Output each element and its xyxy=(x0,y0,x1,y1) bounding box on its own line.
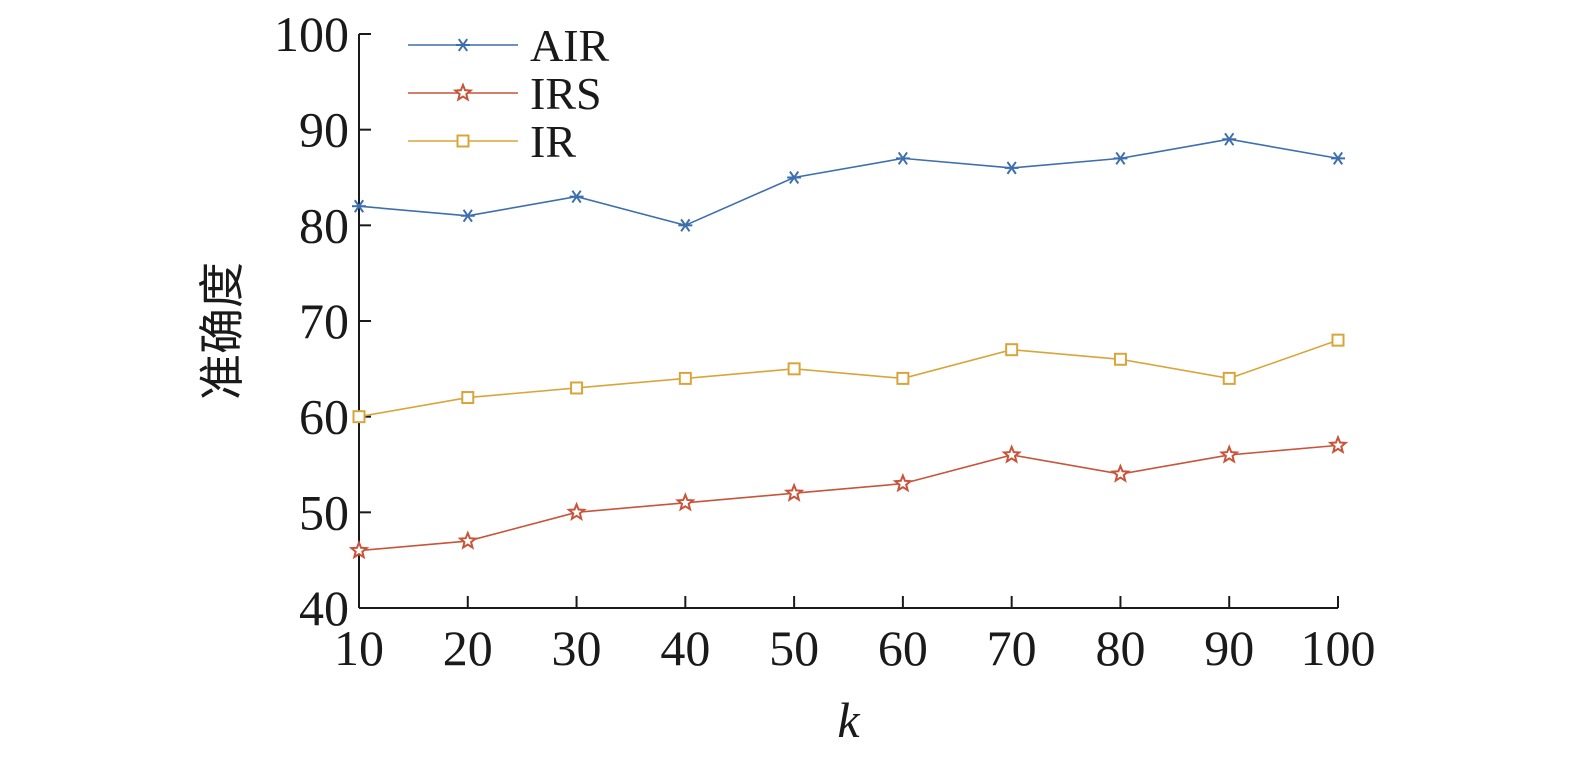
data-point-irs xyxy=(348,539,370,560)
data-point-irs xyxy=(1001,444,1022,464)
data-point-ir xyxy=(1005,343,1019,357)
data-point-irs xyxy=(1219,444,1240,464)
x-tick-label: 60 xyxy=(878,620,928,676)
data-point-air xyxy=(1331,151,1345,165)
data-point-irs xyxy=(1327,434,1349,455)
series-line-irs xyxy=(358,444,1339,552)
data-point-air xyxy=(1222,132,1237,146)
legend-item-irs: IRS xyxy=(408,68,602,119)
series-air xyxy=(352,132,1345,232)
legend-marker xyxy=(456,134,470,148)
x-axis-title: k xyxy=(837,692,860,748)
legend-label: AIR xyxy=(530,20,610,71)
data-point-irs xyxy=(675,492,696,512)
legend-label: IR xyxy=(530,116,576,167)
data-point-ir xyxy=(570,381,584,395)
legend-marker xyxy=(456,38,470,52)
legend-item-ir: IR xyxy=(408,116,576,167)
data-point-air xyxy=(787,170,802,185)
series-irs xyxy=(348,434,1349,560)
data-point-ir xyxy=(1113,352,1127,366)
data-point-ir xyxy=(1331,333,1345,347)
x-tick-label: 100 xyxy=(1301,620,1376,676)
x-tick-label: 50 xyxy=(769,620,819,676)
data-point-irs xyxy=(457,530,478,550)
x-tick-label: 30 xyxy=(552,620,602,676)
x-tick-label: 10 xyxy=(334,620,384,676)
legend-marker xyxy=(452,82,474,102)
x-tick-label: 40 xyxy=(660,620,710,676)
data-point-air xyxy=(569,190,584,204)
y-axis-ticks: 40 50 60 70 80 90 100 xyxy=(274,6,371,636)
data-point-air xyxy=(895,151,910,165)
legend-item-air: AIR xyxy=(408,20,610,71)
data-point-irs xyxy=(892,472,914,493)
x-tick-label: 20 xyxy=(443,620,493,676)
y-tick-label: 90 xyxy=(299,102,349,158)
y-tick-label: 40 xyxy=(299,580,349,636)
data-point-ir xyxy=(1222,371,1236,385)
data-point-air xyxy=(460,209,475,223)
axes xyxy=(358,34,1338,609)
data-point-ir xyxy=(678,371,692,385)
data-point-air xyxy=(678,218,693,232)
legend-label: IRS xyxy=(530,68,602,119)
data-point-ir xyxy=(461,391,475,405)
data-point-irs xyxy=(783,482,805,502)
data-point-irs xyxy=(566,501,587,522)
x-tick-label: 80 xyxy=(1095,620,1145,676)
data-point-irs xyxy=(1110,463,1131,483)
y-axis-title: 准确度 xyxy=(195,262,249,400)
x-tick-label: 90 xyxy=(1204,620,1254,676)
data-point-ir xyxy=(896,371,910,385)
x-tick-label: 70 xyxy=(987,620,1037,676)
series-ir xyxy=(352,333,1345,424)
data-point-ir xyxy=(352,410,366,424)
x-axis-ticks: 10 20 30 40 50 60 70 80 90 100 xyxy=(334,596,1376,676)
y-tick-label: 60 xyxy=(299,389,349,445)
data-point-air xyxy=(1004,161,1019,175)
y-tick-label: 50 xyxy=(299,484,349,540)
series-line-air xyxy=(358,138,1339,227)
series-line-ir xyxy=(358,339,1339,418)
y-tick-label: 100 xyxy=(274,6,349,62)
y-tick-label: 80 xyxy=(299,197,349,253)
y-tick-label: 70 xyxy=(299,293,349,349)
data-point-air xyxy=(352,199,366,213)
data-point-air xyxy=(1113,151,1128,165)
data-point-ir xyxy=(787,362,801,376)
series-layer xyxy=(348,132,1349,560)
